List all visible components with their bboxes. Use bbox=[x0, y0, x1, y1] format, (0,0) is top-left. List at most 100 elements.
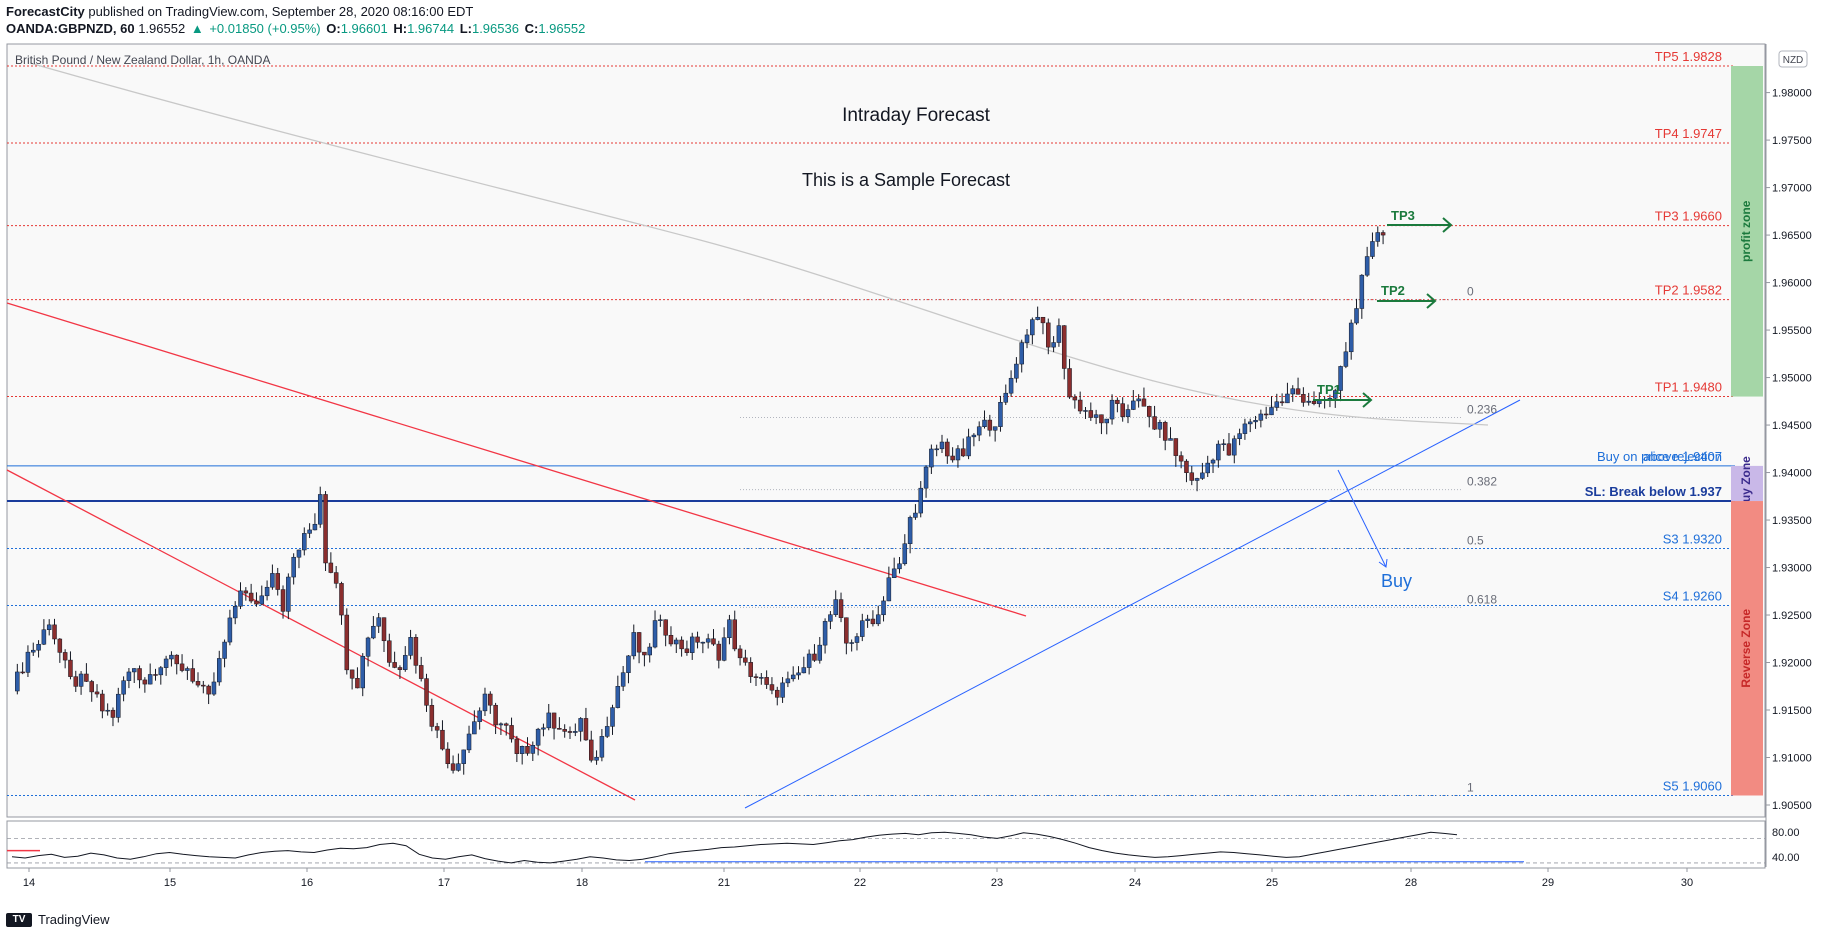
candle-down bbox=[333, 572, 339, 584]
candle-up bbox=[291, 556, 296, 578]
author-name[interactable]: ForecastCity bbox=[6, 4, 85, 19]
candle-up bbox=[1375, 232, 1381, 242]
candle-down bbox=[1046, 322, 1051, 348]
candle-down bbox=[328, 562, 334, 573]
buy-arrow[interactable] bbox=[1337, 469, 1388, 568]
candle-down bbox=[248, 592, 254, 602]
candle-up bbox=[31, 649, 36, 653]
candle-down bbox=[68, 659, 73, 677]
candle-down bbox=[1380, 232, 1386, 236]
candle-up bbox=[131, 668, 137, 673]
candle-up bbox=[46, 624, 52, 630]
candle-down bbox=[525, 746, 530, 754]
candle-down bbox=[195, 681, 201, 686]
candle-down bbox=[243, 590, 249, 594]
candle-up bbox=[1205, 462, 1210, 474]
candle-up bbox=[599, 736, 605, 758]
candle-up bbox=[923, 466, 929, 489]
candle-up bbox=[498, 723, 504, 726]
candle-up bbox=[1136, 398, 1141, 402]
y-tick-label: 1.96500 bbox=[1772, 230, 1812, 242]
candle-up bbox=[1008, 377, 1014, 394]
plot-background bbox=[6, 43, 1766, 818]
candle-up bbox=[982, 419, 987, 427]
candle-up bbox=[674, 639, 679, 645]
price-axis[interactable]: 1.98000 1.97500 1.97000 1.96500 1.96000 1.955… bbox=[1765, 44, 1812, 867]
candle-up bbox=[147, 674, 153, 685]
candle-up bbox=[1364, 256, 1370, 276]
level-label: S3 1.9320 bbox=[1663, 532, 1722, 547]
candle-up bbox=[116, 693, 121, 718]
candle-up bbox=[360, 656, 365, 689]
candle-up bbox=[519, 746, 525, 754]
candle-down bbox=[94, 691, 100, 695]
candle-down bbox=[1061, 325, 1067, 369]
candle-up bbox=[1274, 401, 1280, 408]
y-tick-label: 1.96000 bbox=[1772, 278, 1812, 290]
candle-up bbox=[886, 577, 892, 602]
candle-up bbox=[897, 563, 902, 570]
tp3-arrow[interactable]: TP3 bbox=[1387, 208, 1453, 233]
zone-label: profit zone bbox=[1739, 200, 1753, 262]
zones-layer: profit zone Buy Zone Reverse Zone bbox=[1731, 66, 1763, 796]
red-trendline-upper[interactable] bbox=[6, 302, 1027, 617]
y-tick-label: 1.90500 bbox=[1772, 800, 1812, 812]
fib-label: 0 bbox=[1467, 285, 1474, 299]
candle-up bbox=[302, 533, 307, 551]
zone-bar bbox=[1731, 465, 1763, 502]
symbol-label[interactable]: OANDA:GBPNZD, 60 bbox=[6, 21, 135, 36]
footer-brand[interactable]: TradingView bbox=[38, 912, 110, 927]
zone-label: Buy Zone bbox=[1739, 456, 1753, 511]
blue-trendline[interactable] bbox=[744, 399, 1521, 809]
candle-up bbox=[902, 543, 908, 565]
candle-up bbox=[573, 731, 578, 733]
candle-up bbox=[1168, 438, 1173, 441]
rsi-tick-label: 80.00 bbox=[1772, 827, 1800, 839]
close-value: 1.96552 bbox=[538, 21, 586, 36]
candle-up bbox=[1247, 421, 1253, 425]
change-value: +0.01850 (+0.95%) bbox=[209, 21, 321, 36]
candle-up bbox=[1221, 443, 1226, 445]
candle-up bbox=[232, 605, 238, 619]
candle-up bbox=[1083, 410, 1088, 412]
tradingview-logo-icon[interactable]: TV bbox=[6, 912, 32, 927]
tp1-arrow[interactable]: TP1 bbox=[1313, 382, 1373, 408]
candle-down bbox=[1141, 398, 1147, 407]
high-value: 1.96744 bbox=[407, 21, 455, 36]
candle-up bbox=[217, 658, 222, 683]
candle-up bbox=[1210, 459, 1216, 464]
candle-up bbox=[620, 672, 626, 687]
candle-down bbox=[663, 619, 668, 636]
x-tick-label: 23 bbox=[991, 877, 1003, 889]
candle-up bbox=[541, 727, 546, 730]
candle-down bbox=[562, 729, 567, 732]
candle-up bbox=[1242, 423, 1248, 434]
fib-label: 1 bbox=[1467, 781, 1474, 795]
rsi-line bbox=[11, 831, 1458, 864]
time-axis[interactable]: 14 15 16 17 18 21 22 23 24 25 28 29 30 bbox=[7, 867, 1765, 889]
currency-badge[interactable]: NZD bbox=[1778, 50, 1808, 68]
candle-up bbox=[1359, 274, 1365, 309]
candle-down bbox=[349, 669, 355, 679]
candle-up bbox=[907, 517, 913, 544]
candle-up bbox=[578, 718, 583, 732]
candle-up bbox=[1051, 342, 1056, 348]
x-tick-label: 22 bbox=[854, 877, 866, 889]
rsi-tick-label: 40.00 bbox=[1772, 852, 1800, 864]
candle-down bbox=[1067, 368, 1072, 398]
candle-down bbox=[509, 725, 514, 740]
candle-up bbox=[817, 644, 823, 661]
candle-up bbox=[626, 655, 631, 673]
candle-up bbox=[700, 641, 706, 644]
open-label: O: bbox=[326, 21, 341, 36]
candle-down bbox=[73, 676, 79, 687]
candle-up bbox=[1194, 478, 1200, 481]
candle-up bbox=[158, 667, 164, 676]
tp2-arrow[interactable]: TP2 bbox=[1377, 283, 1437, 309]
low-label: L: bbox=[459, 21, 472, 36]
level-label: S4 1.9260 bbox=[1663, 589, 1722, 604]
candle-up bbox=[934, 448, 939, 451]
red-trendline-lower[interactable] bbox=[6, 469, 636, 801]
candle-up bbox=[307, 529, 312, 534]
